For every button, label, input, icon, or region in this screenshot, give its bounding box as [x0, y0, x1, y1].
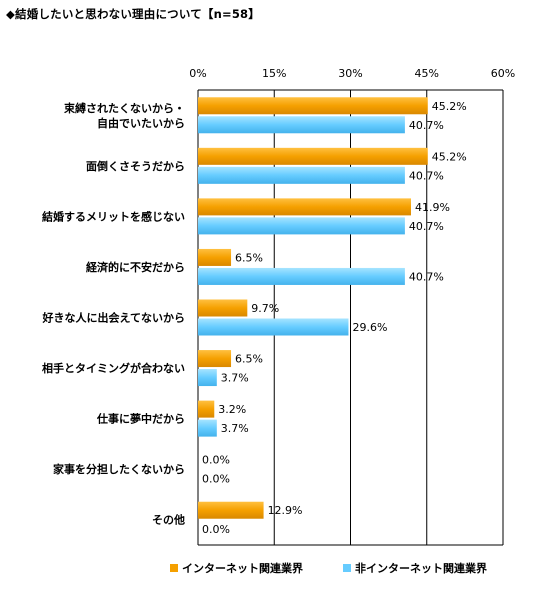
value-label: 41.9% [415, 201, 450, 214]
bar-internet [198, 400, 215, 418]
category-label: 家事を分担したくないから [53, 462, 185, 476]
legend-swatch-internet [170, 564, 178, 572]
x-tick-label: 45% [415, 67, 439, 80]
category-label: 結婚するメリットを感じない [42, 209, 185, 223]
value-label: 40.7% [409, 220, 444, 233]
category-label: 仕事に夢中だから [96, 412, 185, 426]
bar-non-internet [198, 419, 217, 437]
bar-non-internet [198, 318, 349, 336]
value-label: 3.7% [221, 422, 249, 435]
bar-internet [198, 350, 232, 368]
category-label: 自由でいたいから [97, 116, 185, 130]
bar-non-internet [198, 116, 405, 134]
category-label: 好きな人に出会えてないから [42, 311, 185, 325]
bar-internet [198, 147, 428, 165]
bar-non-internet [198, 369, 217, 387]
bar-internet [198, 501, 264, 519]
value-label: 40.7% [409, 169, 444, 182]
value-label: 3.2% [218, 403, 246, 416]
legend-swatch-non-internet [343, 564, 351, 572]
value-label: 0.0% [202, 473, 230, 486]
value-label: 3.7% [221, 372, 249, 385]
legend-label: 非インターネット関連業界 [355, 561, 487, 575]
bar-internet [198, 299, 248, 317]
x-tick-label: 0% [189, 67, 206, 80]
category-label: 束縛されたくないから・ [64, 101, 185, 115]
category-label: 面倒くさそうだから [86, 159, 185, 173]
value-label: 6.5% [235, 353, 263, 366]
value-label: 0.0% [202, 454, 230, 467]
bar-non-internet [198, 166, 405, 184]
bar-internet [198, 248, 232, 266]
value-label: 40.7% [409, 119, 444, 132]
value-label: 6.5% [235, 251, 263, 264]
value-label: 12.9% [268, 504, 303, 517]
x-tick-label: 15% [262, 67, 286, 80]
category-label: 経済的に不安だから [86, 260, 185, 274]
bar-non-internet [198, 267, 405, 285]
value-label: 9.7% [251, 302, 279, 315]
value-label: 29.6% [352, 321, 387, 334]
bar-internet [198, 198, 411, 216]
value-label: 40.7% [409, 270, 444, 283]
value-label: 45.2% [432, 150, 467, 163]
value-label: 0.0% [202, 523, 230, 536]
bar-internet [198, 97, 428, 115]
bar-non-internet [198, 217, 405, 235]
category-label: 相手とタイミングが合わない [42, 361, 185, 375]
legend-label: インターネット関連業界 [182, 561, 303, 575]
x-tick-label: 60% [491, 67, 515, 80]
value-label: 45.2% [432, 100, 467, 113]
category-label: その他 [152, 513, 185, 527]
chart-title: ◆結婚したいと思わない理由について【n=58】 [6, 7, 260, 21]
x-tick-label: 30% [338, 67, 362, 80]
